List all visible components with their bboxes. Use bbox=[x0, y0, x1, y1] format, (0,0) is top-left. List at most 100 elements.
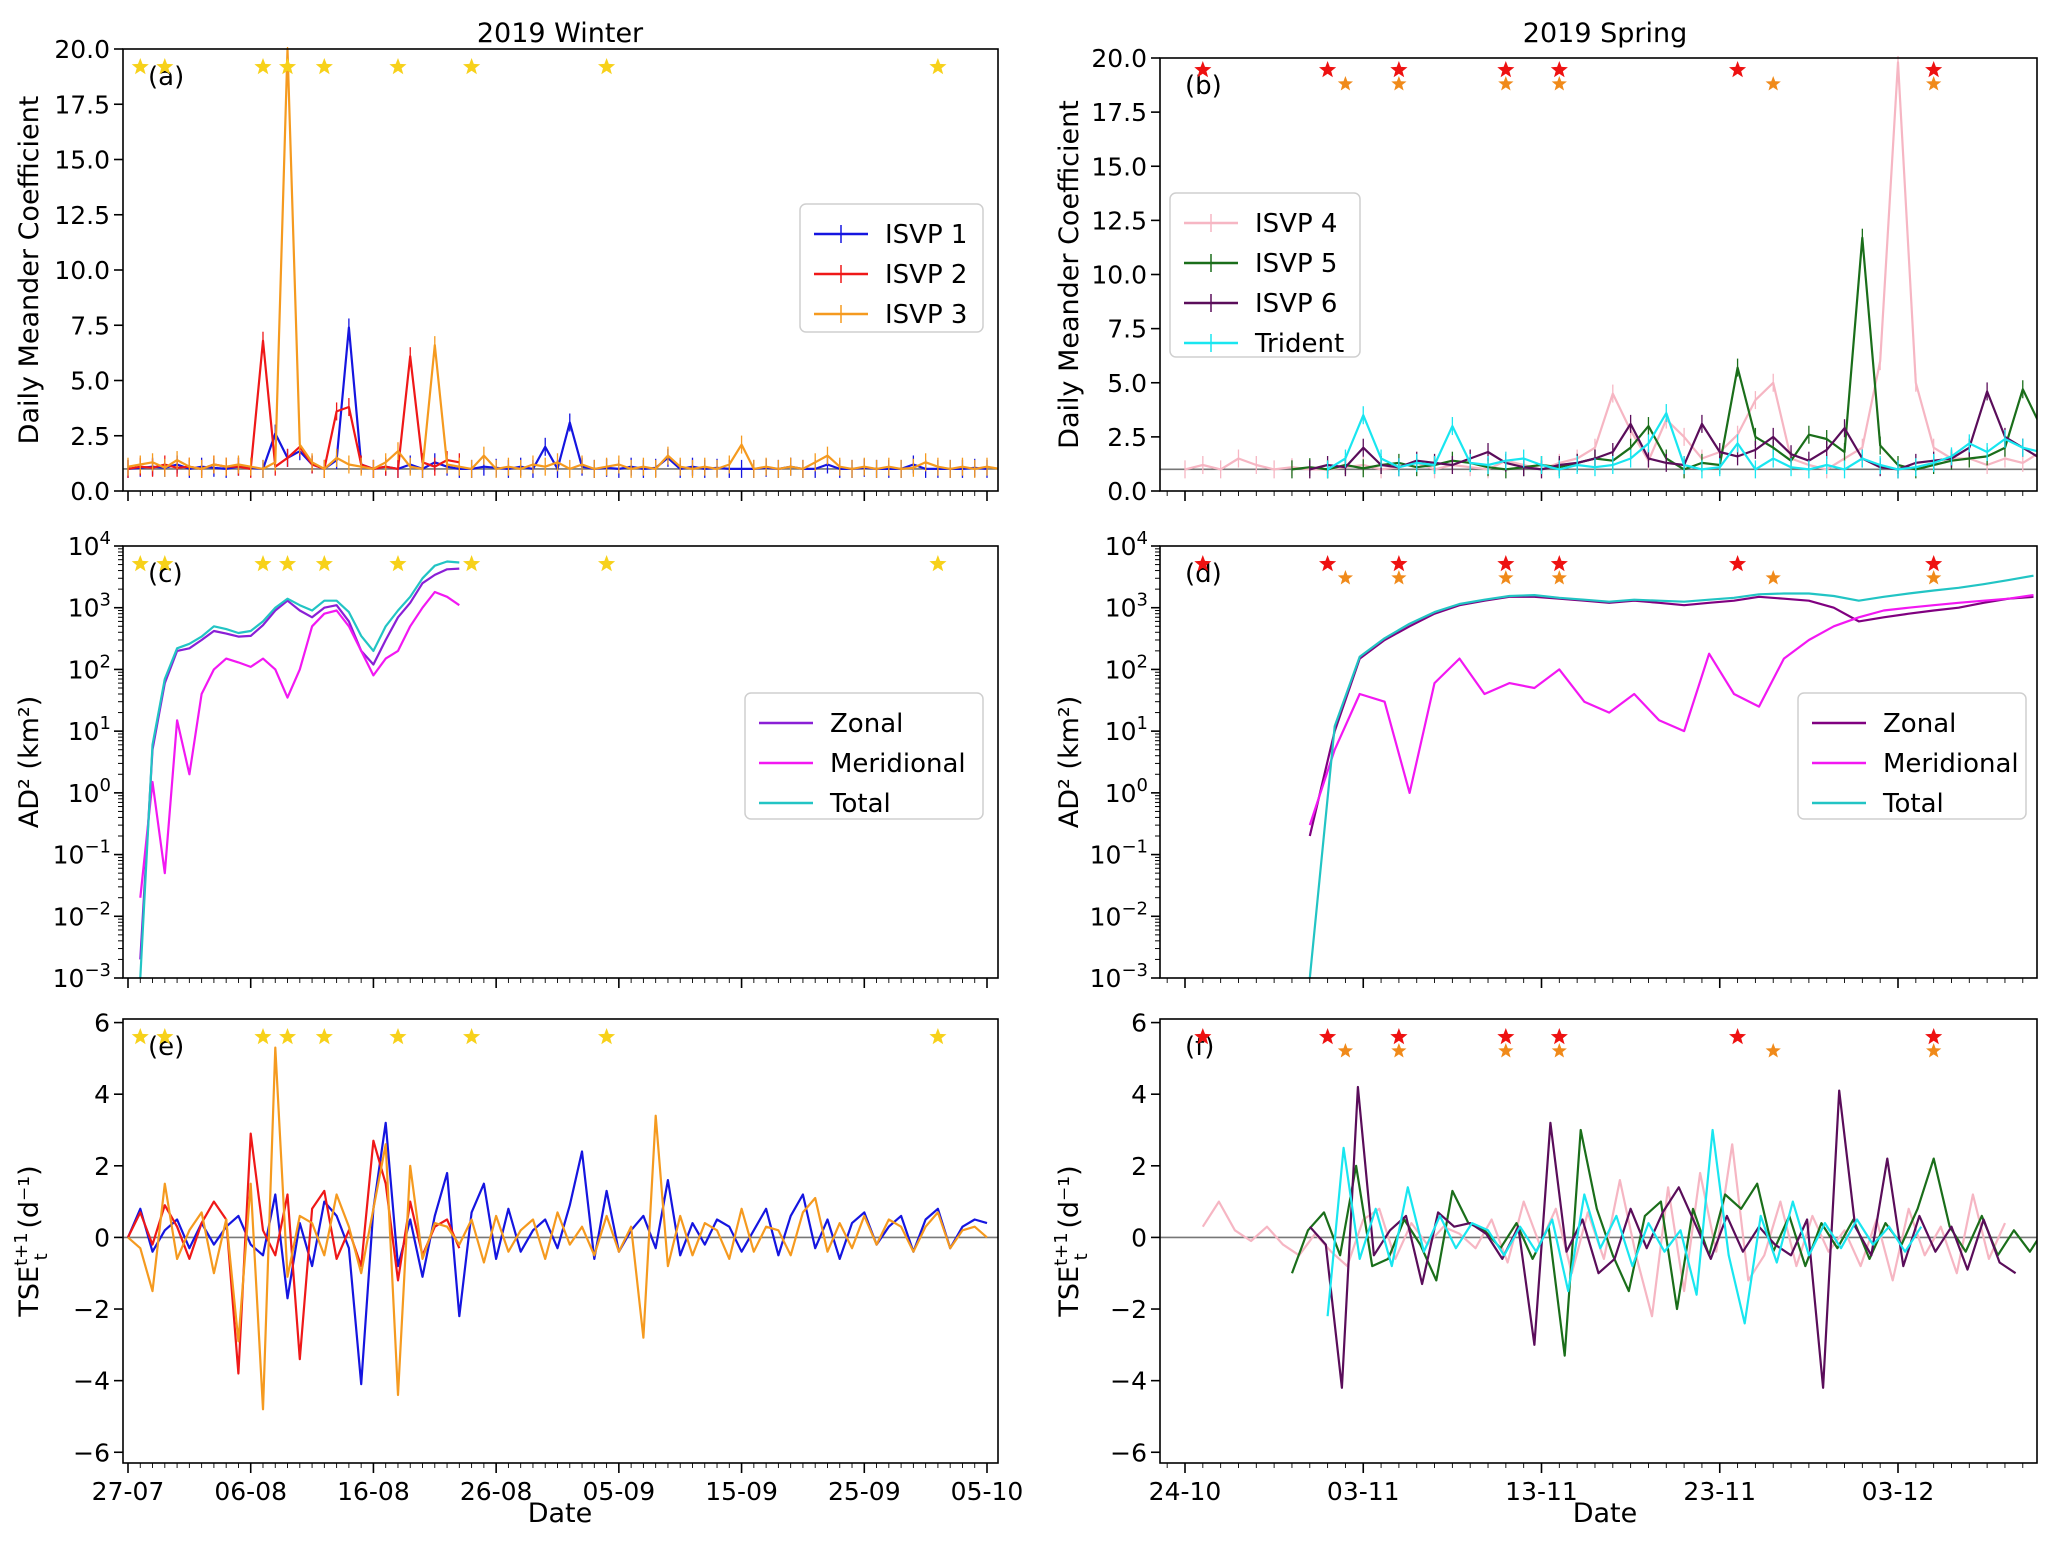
event-star bbox=[279, 1028, 297, 1045]
event-star-orange bbox=[1391, 1043, 1407, 1058]
y-tick-label: 4 bbox=[94, 1080, 110, 1109]
y-tick-label: 7.5 bbox=[70, 311, 110, 340]
event-star bbox=[598, 1028, 616, 1045]
series-line-isvp-6 bbox=[1308, 1085, 2017, 1389]
y-tick-label: 100 bbox=[1105, 775, 1148, 808]
x-tick-label: 24-10 bbox=[1149, 1477, 1222, 1506]
y-tick-label: 100 bbox=[68, 775, 111, 808]
y-tick-label: 5.0 bbox=[1107, 369, 1147, 398]
x-tick-label: 23-11 bbox=[1683, 1477, 1756, 1506]
series-line-meridional bbox=[1308, 594, 2034, 826]
y-tick-label: 103 bbox=[1105, 590, 1148, 623]
y-tick-label: 101 bbox=[68, 713, 111, 746]
y-tick-label: 6 bbox=[1131, 1009, 1147, 1038]
y-tick-label: 17.5 bbox=[54, 90, 110, 119]
series-line-zonal bbox=[139, 567, 460, 960]
series-line-isvp-1 bbox=[126, 1121, 988, 1386]
y-tick-label: −6 bbox=[73, 1438, 110, 1467]
event-star-orange bbox=[1498, 570, 1514, 585]
series-line-isvp-5 bbox=[1290, 1128, 2037, 1357]
y-tick-label: 17.5 bbox=[1091, 98, 1147, 127]
legend-frame bbox=[1797, 692, 2027, 820]
y-tick-label: 0.0 bbox=[70, 477, 110, 506]
y-tick-label: 20.0 bbox=[54, 35, 110, 64]
series-line-total bbox=[1308, 574, 2034, 979]
event-star bbox=[463, 1028, 481, 1045]
event-star-red bbox=[1729, 555, 1747, 572]
event-star bbox=[254, 1028, 272, 1045]
x-tick-label: 06-08 bbox=[214, 1477, 287, 1506]
event-star bbox=[279, 58, 297, 75]
y-tick-label: 15.0 bbox=[1091, 152, 1147, 181]
event-star bbox=[131, 555, 149, 572]
event-star-orange bbox=[1551, 570, 1567, 585]
y-axis-label: AD² (km²) bbox=[14, 696, 45, 829]
y-tick-label: 0 bbox=[1131, 1223, 1147, 1252]
y-axis-label: Daily Meander Coefficient bbox=[1054, 100, 1085, 449]
event-star-orange bbox=[1551, 76, 1567, 91]
y-tick-label: 10−2 bbox=[1090, 898, 1148, 931]
legend-label: ISVP 2 bbox=[885, 260, 967, 290]
legend-label: Meridional bbox=[830, 749, 966, 779]
x-tick-label: 05-09 bbox=[583, 1477, 656, 1506]
event-star-orange bbox=[1765, 570, 1781, 585]
event-star-red bbox=[1390, 555, 1408, 572]
series-line-zonal bbox=[1308, 595, 2034, 837]
y-tick-label: 10−2 bbox=[53, 898, 111, 931]
y-tick-label: 102 bbox=[68, 651, 111, 684]
series-line-isvp-3 bbox=[127, 47, 998, 470]
panel-e: −6 −4 −2 0 2 4 6 27-07 06-08 16-08 26-08 05-09 15-09… bbox=[11, 1009, 1023, 1529]
legend: ISVP 4 ISVP 5 ISVP 6 Trident bbox=[1169, 192, 1361, 359]
event-star bbox=[598, 555, 616, 572]
series-group bbox=[139, 560, 460, 979]
event-star bbox=[254, 555, 272, 572]
axes-frame bbox=[1159, 545, 2038, 979]
event-star bbox=[131, 58, 149, 75]
event-star-red bbox=[1319, 1028, 1337, 1045]
event-star-orange bbox=[1391, 570, 1407, 585]
y-tick-label: 10−3 bbox=[1090, 960, 1148, 993]
event-star-orange bbox=[1498, 1043, 1514, 1058]
x-tick-label: 13-11 bbox=[1505, 1477, 1578, 1506]
y-tick-label: 2 bbox=[94, 1152, 110, 1181]
panel-f: −6 −4 −2 0 2 4 6 24-10 03-11 13-11 23-11 03-12 Date T… bbox=[1051, 1009, 2038, 1529]
series-line-meridional bbox=[139, 590, 460, 898]
event-star-red bbox=[1390, 61, 1408, 78]
x-axis-label: Date bbox=[528, 1498, 593, 1529]
series-group bbox=[1308, 574, 2034, 979]
axes-frame bbox=[122, 545, 999, 979]
event-star bbox=[463, 58, 481, 75]
event-star-orange bbox=[1337, 570, 1353, 585]
event-star-red bbox=[1194, 1028, 1212, 1045]
event-star bbox=[389, 58, 407, 75]
y-tick-label: 5.0 bbox=[70, 367, 110, 396]
y-tick-label: 10−3 bbox=[53, 960, 111, 993]
event-star-red bbox=[1497, 61, 1515, 78]
event-star bbox=[156, 58, 174, 75]
event-star-red bbox=[1550, 61, 1568, 78]
y-tick-label: 6 bbox=[94, 1009, 110, 1038]
legend-label: Total bbox=[1882, 789, 1944, 819]
y-tick-label: 4 bbox=[1131, 1080, 1147, 1109]
series-group bbox=[1184, 56, 2037, 479]
event-star-red bbox=[1497, 555, 1515, 572]
event-star bbox=[131, 1028, 149, 1045]
event-star bbox=[598, 58, 616, 75]
event-star-red bbox=[1550, 555, 1568, 572]
event-star-orange bbox=[1926, 76, 1942, 91]
y-tick-label: −2 bbox=[1110, 1295, 1147, 1324]
y-axis-label: TSEt+1t (d⁻¹) bbox=[11, 1165, 52, 1317]
event-star-orange bbox=[1391, 76, 1407, 91]
legend: Zonal Meridional Total bbox=[1797, 692, 2027, 820]
series-line-trident bbox=[1326, 1128, 1923, 1325]
series-line-total bbox=[139, 560, 460, 979]
series-line-isvp-5 bbox=[1291, 236, 2037, 471]
y-tick-label: 15.0 bbox=[54, 146, 110, 175]
y-tick-label: 2.5 bbox=[70, 422, 110, 451]
legend-label: Zonal bbox=[830, 709, 903, 739]
y-tick-label: −6 bbox=[1110, 1438, 1147, 1467]
legend-frame bbox=[799, 203, 984, 333]
axes-frame bbox=[122, 1018, 999, 1464]
